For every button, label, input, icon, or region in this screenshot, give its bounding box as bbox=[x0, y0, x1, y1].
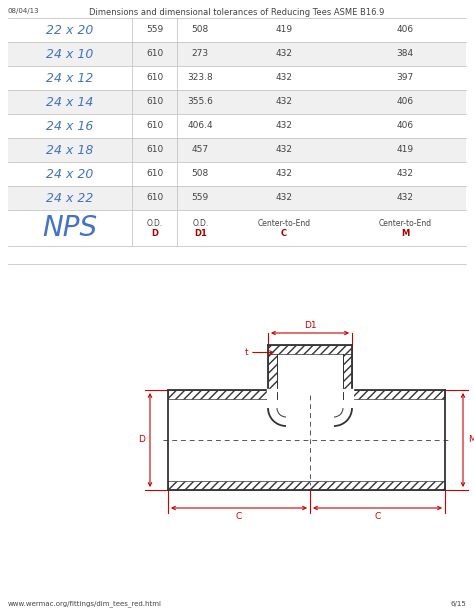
Bar bbox=[8, 138, 466, 162]
Text: 432: 432 bbox=[275, 50, 292, 58]
Text: 432: 432 bbox=[275, 97, 292, 107]
Bar bbox=[268, 354, 277, 390]
Text: D1: D1 bbox=[304, 321, 316, 330]
Text: 508: 508 bbox=[192, 26, 209, 34]
Text: 432: 432 bbox=[275, 121, 292, 131]
Text: 419: 419 bbox=[275, 26, 292, 34]
Text: 273: 273 bbox=[192, 50, 209, 58]
Text: 6/15: 6/15 bbox=[450, 601, 466, 607]
Text: 432: 432 bbox=[275, 145, 292, 154]
Text: M: M bbox=[468, 435, 474, 444]
Bar bbox=[177, 399, 436, 481]
Text: 610: 610 bbox=[146, 50, 163, 58]
Text: 432: 432 bbox=[275, 170, 292, 178]
Bar bbox=[343, 354, 352, 390]
Text: C: C bbox=[236, 512, 242, 521]
Text: D: D bbox=[138, 435, 145, 444]
Text: 610: 610 bbox=[146, 170, 163, 178]
Text: NPS: NPS bbox=[42, 214, 97, 242]
Text: 355.6: 355.6 bbox=[187, 97, 213, 107]
Text: 24 x 16: 24 x 16 bbox=[46, 120, 93, 132]
Text: 610: 610 bbox=[146, 74, 163, 83]
Text: 432: 432 bbox=[397, 170, 414, 178]
Text: Center-to-End: Center-to-End bbox=[257, 218, 310, 227]
Text: 406.4: 406.4 bbox=[188, 121, 213, 131]
Text: 24 x 18: 24 x 18 bbox=[46, 143, 93, 156]
Text: 432: 432 bbox=[397, 194, 414, 202]
Bar bbox=[268, 345, 352, 354]
Text: 397: 397 bbox=[397, 74, 414, 83]
Text: 24 x 20: 24 x 20 bbox=[46, 167, 93, 180]
Bar bbox=[277, 354, 343, 390]
Bar bbox=[8, 90, 466, 114]
Text: 406: 406 bbox=[397, 26, 414, 34]
Text: 406: 406 bbox=[397, 97, 414, 107]
Text: 08/04/13: 08/04/13 bbox=[8, 8, 40, 14]
Text: C: C bbox=[374, 512, 381, 521]
Text: 610: 610 bbox=[146, 121, 163, 131]
Text: 323.8: 323.8 bbox=[188, 74, 213, 83]
Text: 419: 419 bbox=[397, 145, 414, 154]
Text: 24 x 12: 24 x 12 bbox=[46, 72, 93, 85]
Text: 406: 406 bbox=[397, 121, 414, 131]
Text: 432: 432 bbox=[275, 74, 292, 83]
Text: O.D.: O.D. bbox=[192, 218, 209, 227]
Text: 610: 610 bbox=[146, 194, 163, 202]
Text: O.D.: O.D. bbox=[146, 218, 163, 227]
Bar bbox=[8, 186, 466, 210]
Text: M: M bbox=[401, 229, 410, 238]
Bar bbox=[8, 42, 466, 66]
Text: 24 x 22: 24 x 22 bbox=[46, 191, 93, 205]
Text: D1: D1 bbox=[194, 229, 207, 238]
Bar bbox=[168, 390, 268, 399]
Text: www.wermac.org/fittings/dim_tees_red.html: www.wermac.org/fittings/dim_tees_red.htm… bbox=[8, 600, 162, 607]
Bar bbox=[352, 390, 445, 399]
Text: 22 x 20: 22 x 20 bbox=[46, 23, 93, 37]
Text: 559: 559 bbox=[146, 26, 163, 34]
Text: Center-to-End: Center-to-End bbox=[379, 218, 432, 227]
Bar bbox=[168, 481, 445, 490]
Text: 384: 384 bbox=[397, 50, 414, 58]
Text: 457: 457 bbox=[192, 145, 209, 154]
Text: t: t bbox=[245, 348, 248, 357]
Text: 559: 559 bbox=[192, 194, 209, 202]
Text: C: C bbox=[281, 229, 287, 238]
Text: 24 x 10: 24 x 10 bbox=[46, 47, 93, 61]
Text: 610: 610 bbox=[146, 145, 163, 154]
Text: 24 x 14: 24 x 14 bbox=[46, 96, 93, 109]
Text: D: D bbox=[151, 229, 158, 238]
Text: 432: 432 bbox=[275, 194, 292, 202]
Text: 610: 610 bbox=[146, 97, 163, 107]
Text: Dimensions and dimensional tolerances of Reducing Tees ASME B16.9: Dimensions and dimensional tolerances of… bbox=[89, 8, 385, 17]
Text: 508: 508 bbox=[192, 170, 209, 178]
